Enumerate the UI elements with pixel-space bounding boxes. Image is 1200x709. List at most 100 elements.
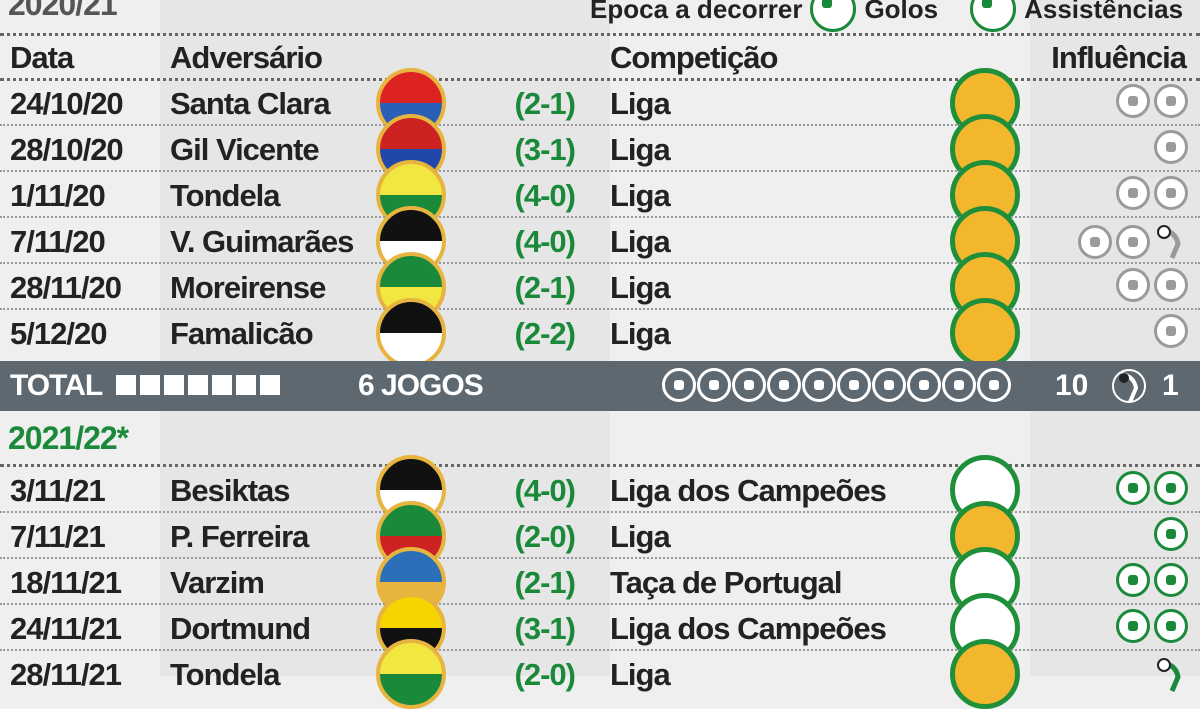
goal-ball-icon [802,368,836,402]
goal-ball-icon [1154,268,1188,302]
influence-icons [1116,268,1188,302]
match-score: (2-0) [514,519,576,554]
goal-ball-icon [942,368,976,402]
goal-ball-icon [1116,563,1150,597]
goal-ball-icon [1116,84,1150,118]
assist-icon [970,0,1017,32]
influence-icons [1154,314,1188,348]
opponent-name: P. Ferreira [170,519,309,554]
header-date: Data [10,40,74,75]
goal-ball-icon [1116,471,1150,505]
header-influence: Influência [1051,40,1187,75]
competition-name: Liga [610,519,671,554]
goal-ball-icon [977,368,1011,402]
competition-name: Liga [610,270,671,305]
match-date: 3/11/21 [10,473,106,508]
influence-icons [1078,222,1188,262]
goal-ball-icon [1116,609,1150,643]
match-row: 24/11/21 Dortmund (3-1) Liga dos Campeões [0,593,1200,663]
opponent-name: Tondela [170,178,281,213]
match-score: (3-1) [514,132,576,167]
goal-ball-icon [1154,314,1188,348]
goal-ball-icon [1116,225,1150,259]
match-date: 7/11/20 [10,224,106,259]
influence-icons [1154,517,1188,551]
match-date: 28/11/20 [10,270,122,305]
total-label: TOTAL [10,369,103,402]
match-score: (3-1) [514,611,576,646]
match-row: 24/10/20 Santa Clara (2-1) Liga [0,68,1200,138]
match-row: 3/11/21 Besiktas (4-0) Liga dos Campeões [0,455,1200,525]
competition-name: Liga [610,132,671,167]
goal-ball-icon [697,368,731,402]
goal-ball-icon [907,368,941,402]
opponent-crest-icon [376,639,446,709]
liga-portugal-icon [950,639,1020,709]
match-date: 24/11/21 [10,611,122,646]
game-square [212,375,232,395]
opponent-crest-icon [376,298,446,368]
liga-portugal-icon [950,298,1020,368]
goal-ball-icon [810,0,857,32]
goal-ball-icon [1154,176,1188,210]
match-date: 28/11/21 [10,657,122,692]
match-score: (2-1) [514,270,576,305]
goal-ball-icon [1154,609,1188,643]
legend: Época a decorrer Golos Assistências [590,0,1183,32]
match-score: (4-0) [514,178,576,213]
influence-icons [1154,130,1188,164]
opponent-name: Famalicão [170,316,314,351]
opponent-name: Dortmund [170,611,311,646]
opponent-name: Varzim [170,565,265,600]
influence-icons [1154,655,1188,695]
goal-ball-icon [662,368,696,402]
total-bar: TOTAL 6 JOGOS 10 1 [0,361,1200,411]
total-goals-balls [662,368,1011,402]
match-date: 18/11/21 [10,565,122,600]
goal-ball-icon [872,368,906,402]
competition-name: Liga [610,224,671,259]
match-score: (2-2) [514,316,576,351]
opponent-name: V. Guimarães [170,224,354,259]
opponent-name: Moreirense [170,270,326,305]
goal-ball-icon [1154,84,1188,118]
match-row: 1/11/20 Tondela (4-0) Liga [0,160,1200,230]
match-score: (4-0) [514,473,576,508]
influence-icons [1116,471,1188,505]
goal-ball-icon [1154,130,1188,164]
match-date: 24/10/20 [10,86,124,121]
season-title-2020-21: 2020/21 [8,0,118,22]
goal-ball-icon [1116,176,1150,210]
match-row: 28/10/20 Gil Vicente (3-1) Liga [0,114,1200,184]
match-row: 5/12/20 Famalicão (2-2) Liga [0,298,1200,368]
opponent-name: Besiktas [170,473,291,508]
game-square [116,375,136,395]
goal-ball-icon [1116,268,1150,302]
goal-ball-icon [1154,517,1188,551]
competition-name: Liga dos Campeões [610,611,887,646]
header-opponent: Adversário [170,40,323,75]
legend-current-season: Época a decorrer [590,0,803,24]
assist-icon [1154,655,1188,695]
game-square [260,375,280,395]
competition-name: Liga [610,178,671,213]
season-title-2021-22: 2021/22* [8,420,129,456]
total-goals: 10 [1055,369,1089,402]
goal-ball-icon [1154,471,1188,505]
opponent-name: Gil Vicente [170,132,320,167]
match-date: 7/11/21 [10,519,106,554]
match-date: 5/12/20 [10,316,107,351]
goal-ball-icon [1078,225,1112,259]
games-squares [116,375,284,400]
competition-name: Taça de Portugal [610,565,842,600]
game-square [236,375,256,395]
influence-icons [1116,176,1188,210]
match-row: 7/11/20 V. Guimarães (4-0) Liga [0,206,1200,276]
game-square [140,375,160,395]
header-competition: Competição [610,40,778,75]
competition-name: Liga [610,657,671,692]
match-row: 28/11/20 Moreirense (2-1) Liga [0,252,1200,322]
game-square [188,375,208,395]
competition-name: Liga dos Campeões [610,473,887,508]
goal-ball-icon [1154,563,1188,597]
